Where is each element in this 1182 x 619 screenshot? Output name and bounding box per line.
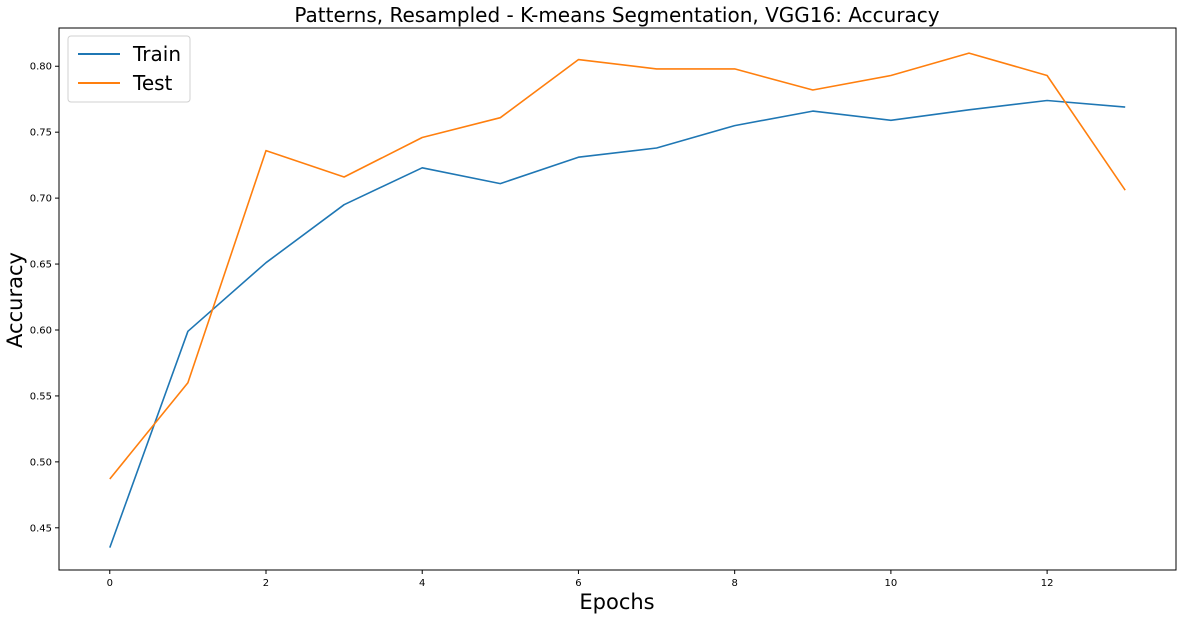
x-tick-label: 10 [885,578,898,589]
y-tick-label: 0.45 [30,523,52,534]
y-tick-label: 0.50 [30,457,52,468]
y-tick-label: 0.60 [30,325,52,336]
plot-area [58,27,1177,571]
x-tick-label: 4 [419,578,425,589]
x-tick-label: 12 [1041,578,1054,589]
y-tick-label: 0.70 [30,194,52,205]
series-line-test [109,52,1126,480]
legend: Train Test [67,35,191,103]
series-line-train [109,99,1126,548]
series-lines [109,52,1126,548]
y-axis-ticks: 0.45 0.50 0.55 0.60 0.65 0.70 0.75 0.80 [30,62,59,534]
y-axis-label: Accuracy [3,252,27,348]
x-tick-label: 6 [575,578,581,589]
legend-frame [67,35,191,103]
x-tick-label: 2 [263,578,269,589]
y-tick-label: 0.80 [30,62,52,73]
legend-label-test: Test [132,71,173,95]
x-axis-label: Epochs [579,590,654,614]
chart-title: Patterns, Resampled - K-means Segmentati… [294,3,939,27]
y-tick-label: 0.75 [30,128,52,139]
y-tick-label: 0.55 [30,391,52,402]
legend-label-train: Train [132,42,181,66]
x-tick-label: 0 [107,578,113,589]
y-tick-label: 0.65 [30,260,52,271]
x-tick-label: 8 [731,578,737,589]
x-axis-ticks: 0 2 4 6 8 10 12 [107,570,1054,589]
